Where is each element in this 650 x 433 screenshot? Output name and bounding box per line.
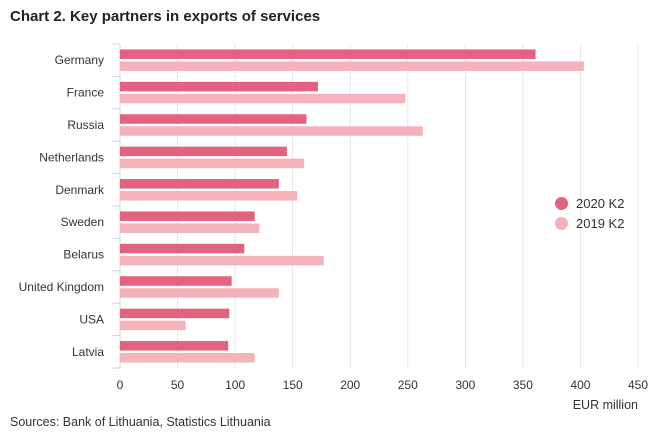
category-label: Germany xyxy=(55,53,104,67)
bar xyxy=(120,158,305,169)
bar xyxy=(120,191,298,201)
bar xyxy=(120,223,260,233)
x-tick-label: 200 xyxy=(340,378,360,392)
category-label: France xyxy=(67,86,105,100)
bar xyxy=(120,146,287,157)
source-note: Sources: Bank of Lithuania, Statistics L… xyxy=(10,415,271,429)
category-label: USA xyxy=(79,312,104,326)
category-label: United Kingdom xyxy=(19,280,104,294)
category-label: Belarus xyxy=(63,248,104,262)
bar xyxy=(120,179,279,189)
x-tick-label: 0 xyxy=(117,378,124,392)
bar xyxy=(120,81,318,92)
legend-swatch-2020 xyxy=(555,197,568,210)
category-label: Sweden xyxy=(61,215,104,229)
legend-item-2020[interactable]: 2020 K2 xyxy=(555,196,624,211)
x-tick-label: 300 xyxy=(455,378,475,392)
x-tick-label: 50 xyxy=(171,378,185,392)
legend-label-2019: 2019 K2 xyxy=(576,216,625,231)
chart-title: Chart 2. Key partners in exports of serv… xyxy=(10,8,321,25)
legend-label-2020: 2020 K2 xyxy=(576,196,625,211)
category-label: Netherlands xyxy=(39,150,104,164)
x-tick-label: 100 xyxy=(225,378,245,392)
bar xyxy=(120,243,245,254)
bar xyxy=(120,49,536,59)
bar xyxy=(120,353,255,363)
x-tick-label: 250 xyxy=(398,378,418,392)
legend-item-2019[interactable]: 2019 K2 xyxy=(555,216,624,231)
bar xyxy=(120,126,423,136)
x-tick-label: 450 xyxy=(628,378,648,392)
bar xyxy=(120,93,406,104)
category-label: Russia xyxy=(67,118,104,132)
bar xyxy=(120,308,230,319)
legend-swatch-2019 xyxy=(555,217,568,230)
x-axis-title: EUR million xyxy=(573,398,638,412)
bar xyxy=(120,288,279,298)
bar xyxy=(120,211,255,221)
bar xyxy=(120,276,232,286)
x-tick-label: 400 xyxy=(570,378,590,392)
x-tick-label: 350 xyxy=(513,378,533,392)
bar xyxy=(120,320,186,331)
category-label: Denmark xyxy=(55,183,105,197)
bar xyxy=(120,61,584,71)
category-label: Latvia xyxy=(72,345,104,359)
bar xyxy=(120,341,229,351)
x-tick-label: 150 xyxy=(283,378,303,392)
bar xyxy=(120,255,324,266)
bar xyxy=(120,114,307,124)
